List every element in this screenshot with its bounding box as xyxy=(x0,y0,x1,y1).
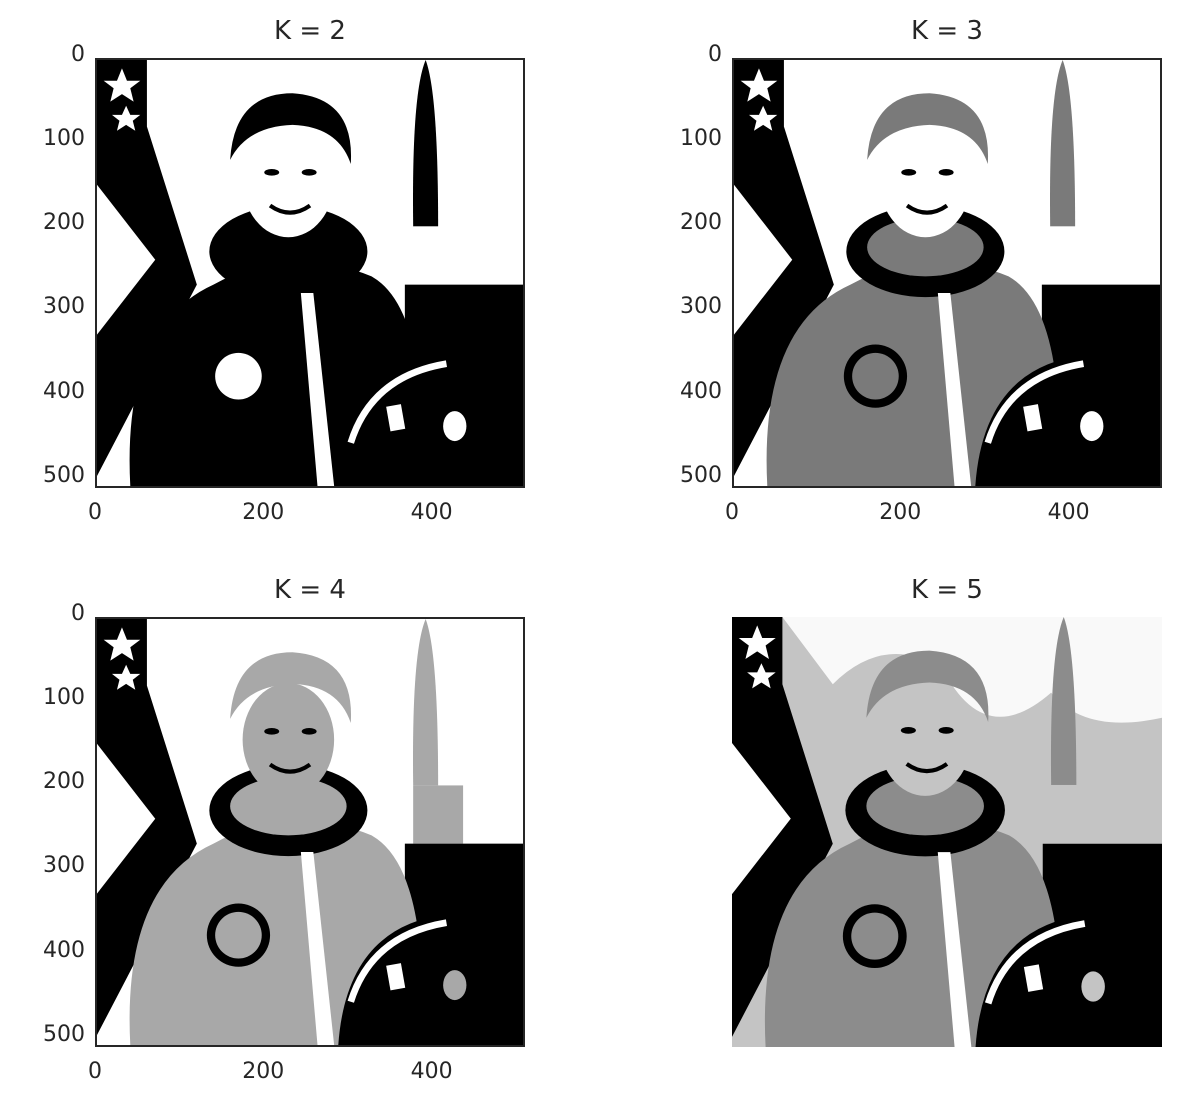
y-tick-label: 100 xyxy=(15,126,85,151)
subplot-title: K = 5 xyxy=(797,575,1097,605)
y-tick-label: 200 xyxy=(15,769,85,794)
subplot-title: K = 2 xyxy=(160,16,460,46)
x-tick-label: 400 xyxy=(402,500,462,525)
y-tick-label: 200 xyxy=(652,210,722,235)
y-tick-label: 200 xyxy=(15,210,85,235)
x-tick-label: 200 xyxy=(233,500,293,525)
y-tick-label: 500 xyxy=(652,463,722,488)
x-tick-label: 400 xyxy=(1039,500,1099,525)
y-tick-label: 400 xyxy=(15,379,85,404)
posterized-image xyxy=(732,58,1162,488)
posterized-image xyxy=(95,617,525,1047)
y-tick-label: 400 xyxy=(652,379,722,404)
y-tick-label: 500 xyxy=(15,1022,85,1047)
x-tick-label: 200 xyxy=(233,1059,293,1084)
subplot-title: K = 3 xyxy=(797,16,1097,46)
y-tick-label: 0 xyxy=(15,601,85,626)
y-tick-label: 300 xyxy=(15,294,85,319)
x-tick-label: 400 xyxy=(402,1059,462,1084)
subplot-title: K = 4 xyxy=(160,575,460,605)
y-tick-label: 500 xyxy=(15,463,85,488)
x-tick-label: 0 xyxy=(65,500,125,525)
y-tick-label: 300 xyxy=(652,294,722,319)
posterized-image xyxy=(95,58,525,488)
x-tick-label: 0 xyxy=(65,1059,125,1084)
y-tick-label: 0 xyxy=(15,42,85,67)
y-tick-label: 100 xyxy=(652,126,722,151)
posterized-image xyxy=(732,617,1162,1047)
y-tick-label: 300 xyxy=(15,853,85,878)
y-tick-label: 100 xyxy=(15,685,85,710)
y-tick-label: 400 xyxy=(15,938,85,963)
y-tick-label: 0 xyxy=(652,42,722,67)
x-tick-label: 200 xyxy=(870,500,930,525)
x-tick-label: 0 xyxy=(702,500,762,525)
